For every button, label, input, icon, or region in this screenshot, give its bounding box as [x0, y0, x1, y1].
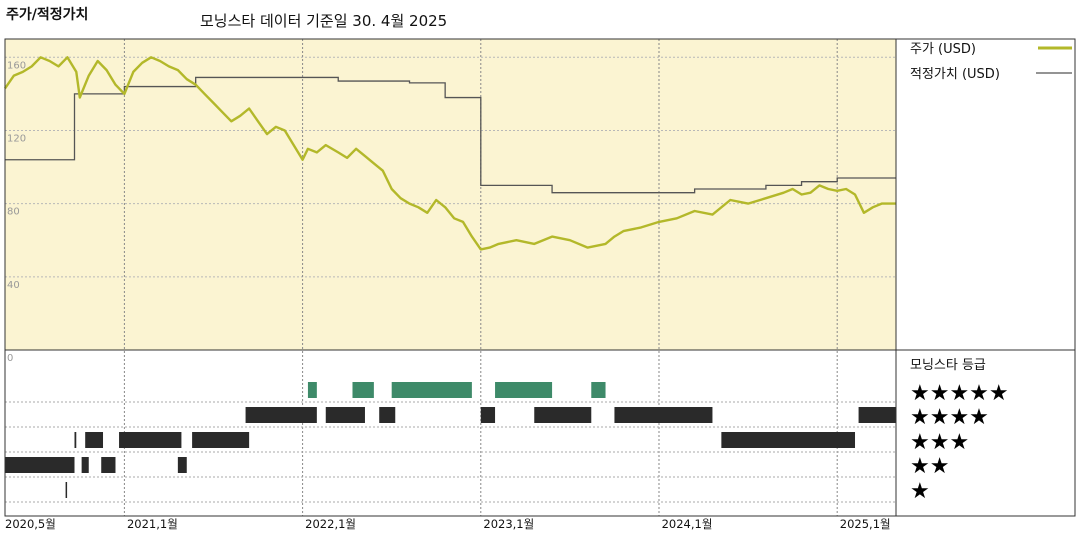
rating-segment-2-star — [81, 457, 89, 473]
rating-segment-3-star — [74, 432, 77, 448]
price-line — [4, 56, 896, 251]
rating-segment-3-star — [721, 432, 856, 448]
rating-segment-2-star — [177, 457, 187, 473]
rating-segment-5-star — [495, 382, 553, 398]
rating-band-layer — [5, 382, 896, 498]
tick-layer: 0 40 80 120 160 2020,5월 2021,1월 2022,1월 2023,1월 2… — [5, 60, 891, 531]
rating-plot-frame — [4, 349, 1076, 517]
rating-segment-4-star — [245, 407, 317, 423]
y-tick-label: 80 — [7, 207, 20, 218]
rating-segment-4-star — [534, 407, 592, 423]
y-tick-label: 0 — [7, 353, 13, 364]
fair-value-line — [5, 76, 896, 194]
legend-fair-value-label: 적정가치 (USD) — [910, 67, 1000, 82]
rating-segment-5-star — [391, 382, 472, 398]
price-plot-background — [5, 39, 896, 350]
rating-segment-5-star — [591, 382, 606, 398]
chart-title: 주가/적정가치 — [6, 7, 89, 23]
rating-segment-3-star — [192, 432, 250, 448]
y-tick-label: 120 — [7, 133, 26, 144]
rating-4-stars: ★★★★ — [910, 405, 989, 430]
legend-price-label: 주가 (USD) — [910, 42, 976, 57]
x-tick-label: 2025,1월 — [840, 517, 891, 531]
x-tick-label: 2024,1월 — [662, 517, 713, 531]
rating-segment-4-star — [480, 407, 496, 423]
rating-5-stars: ★★★★★ — [910, 381, 1009, 406]
series-layer — [4, 56, 896, 251]
rating-title: 모닝스타 등급 — [910, 358, 986, 373]
rating-segment-4-star — [858, 407, 896, 423]
x-tick-label: 2022,1월 — [305, 517, 356, 531]
y-tick-label: 40 — [7, 280, 20, 291]
rating-segment-3-star — [119, 432, 182, 448]
rating-segment-2-star — [5, 457, 75, 473]
rating-segment-4-star — [325, 407, 365, 423]
x-tick-label: 2021,1월 — [127, 517, 178, 531]
rating-segment-2-star — [101, 457, 116, 473]
rating-segment-4-star — [614, 407, 713, 423]
rating-segment-4-star — [379, 407, 396, 423]
rating-2-stars: ★★ — [910, 454, 949, 479]
rating-segment-5-star — [307, 382, 317, 398]
x-tick-label: 2020,5월 — [5, 517, 56, 531]
x-tick-label: 2023,1월 — [483, 517, 534, 531]
rating-segment-5-star — [352, 382, 374, 398]
rating-segment-3-star — [85, 432, 104, 448]
rating-3-stars: ★★★ — [910, 430, 969, 455]
rating-1-star: ★ — [910, 479, 930, 504]
rating-segment-1-star — [65, 482, 68, 498]
chart-subtitle: 모닝스타 데이터 기준일 30. 4월 2025 — [200, 12, 448, 30]
y-tick-label: 160 — [7, 60, 26, 71]
